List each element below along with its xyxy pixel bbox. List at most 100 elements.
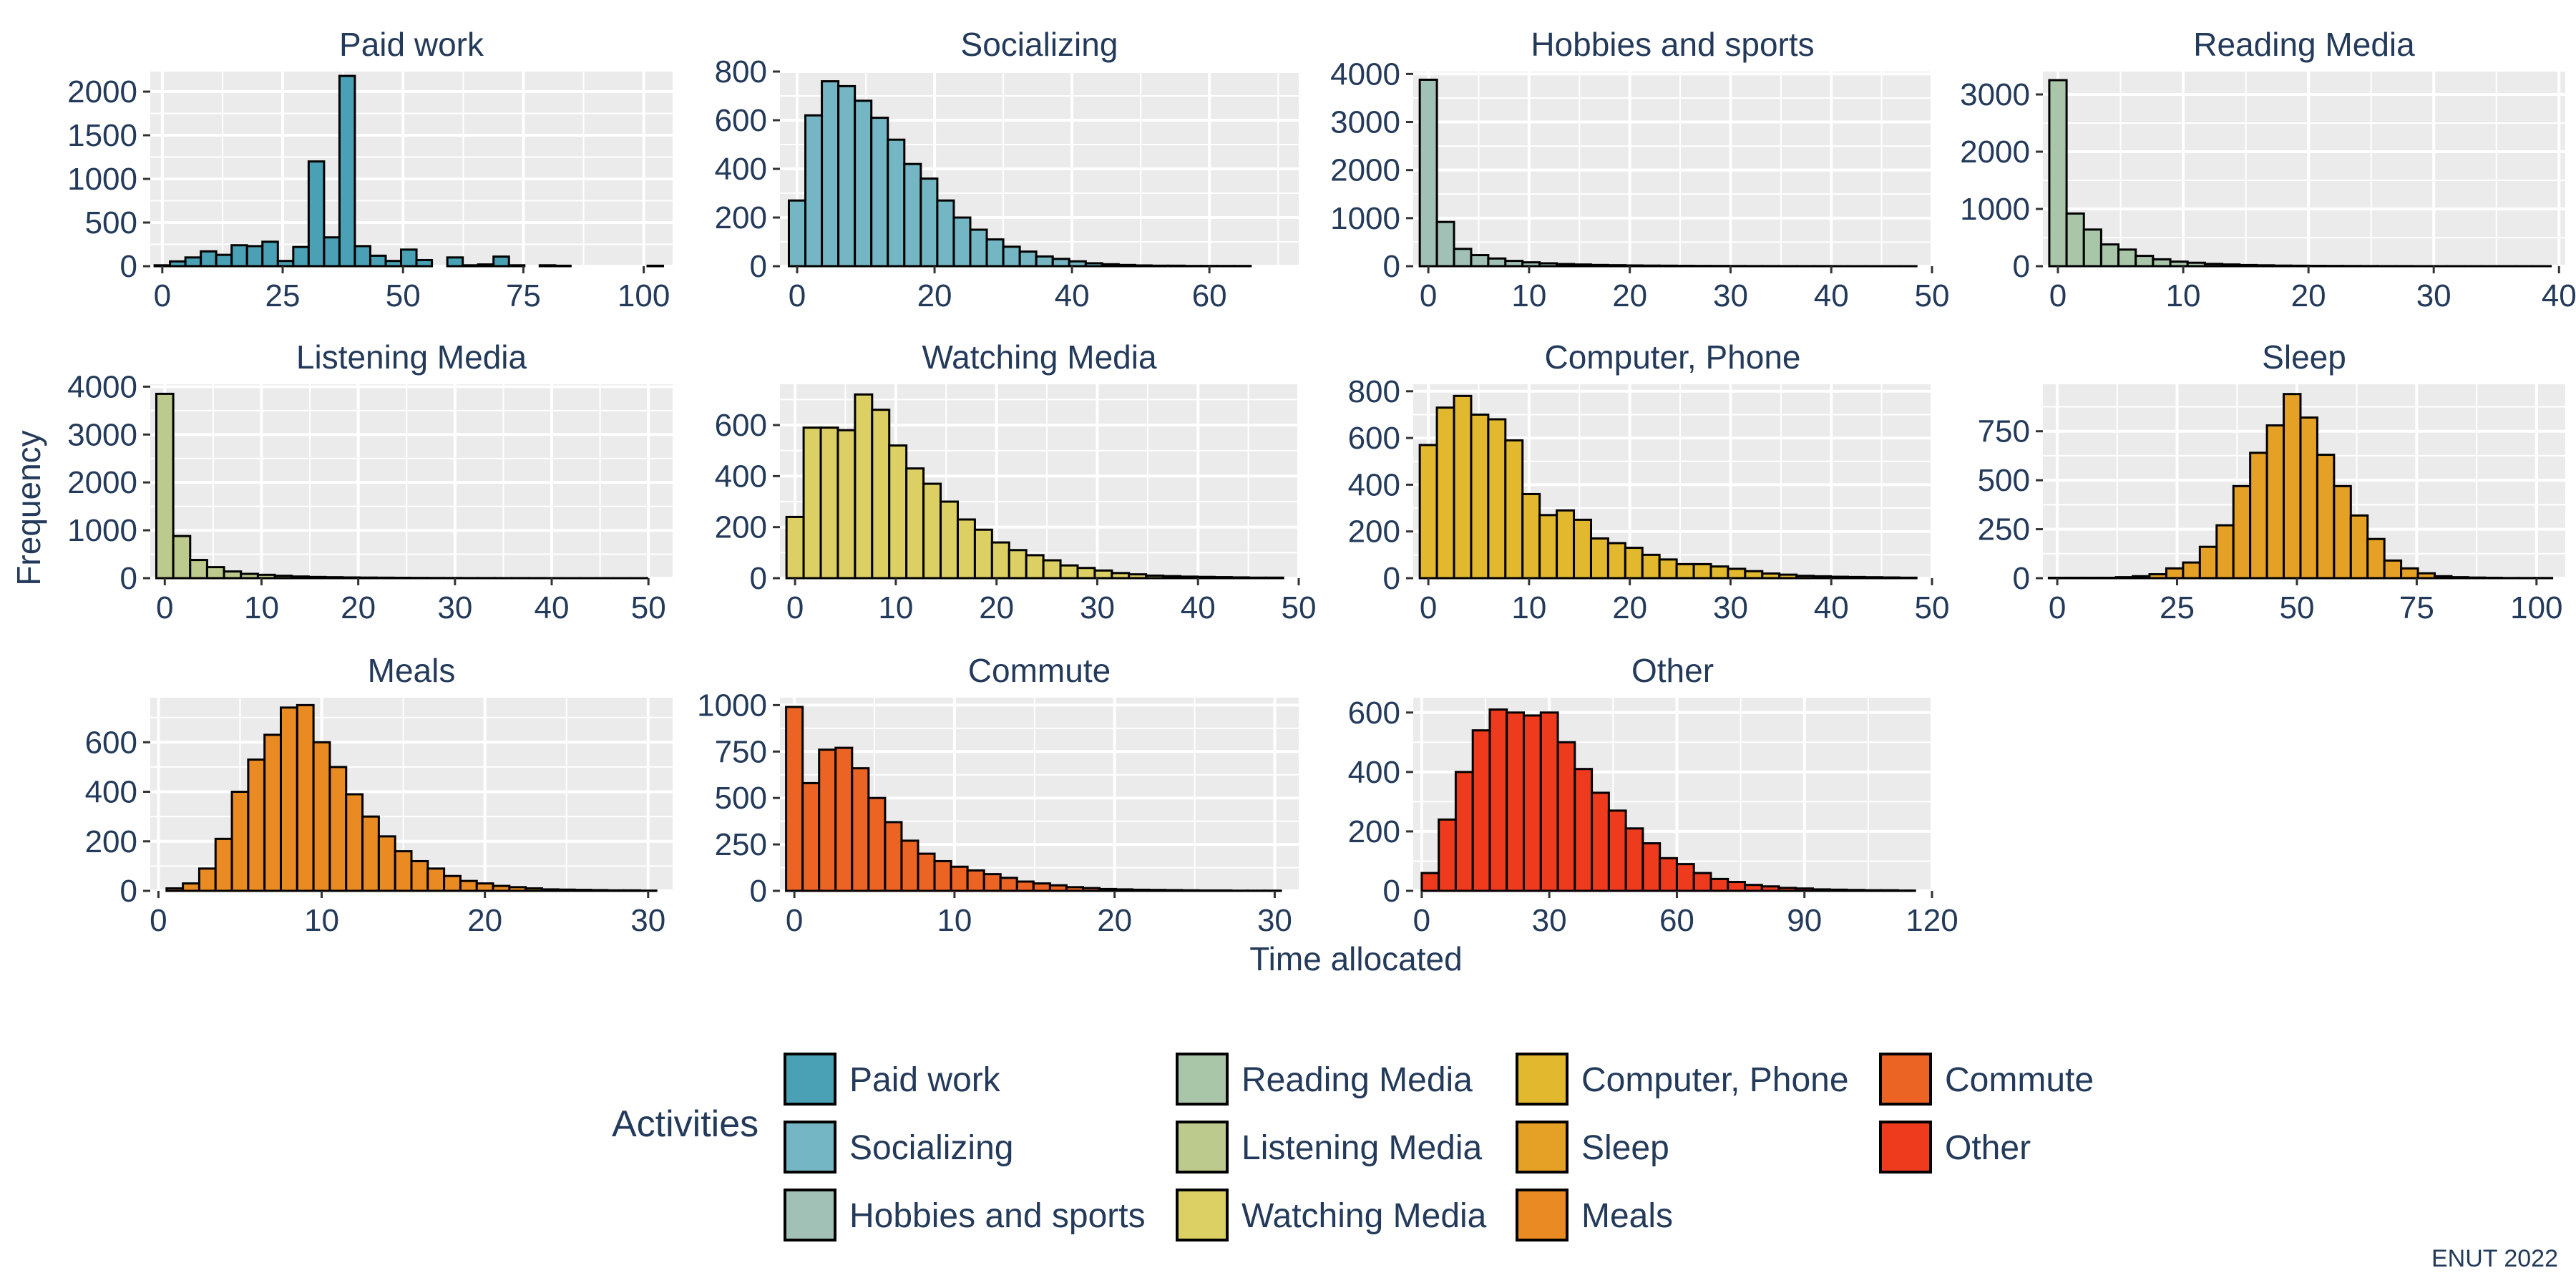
x-tick-label: 25 xyxy=(265,278,301,313)
x-tick-label: 0 xyxy=(786,903,803,938)
legend-item-sleep: Sleep xyxy=(1516,1121,1669,1174)
panel-title: Hobbies and sports xyxy=(1531,26,1814,63)
legend-swatch xyxy=(1176,1189,1229,1241)
x-tick-label: 0 xyxy=(1413,903,1430,938)
y-tick-label: 250 xyxy=(1978,512,2030,547)
x-tick-label: 30 xyxy=(1713,278,1748,313)
histogram-bar xyxy=(1845,889,1865,892)
histogram-bar xyxy=(801,781,821,892)
histogram-bar xyxy=(1015,880,1035,892)
legend-swatch xyxy=(1516,1053,1568,1106)
y-tick-label: 400 xyxy=(85,775,137,810)
histogram-bar xyxy=(1795,887,1815,892)
histogram-bar xyxy=(307,575,327,580)
legend-item-hobbies-and-sports: Hobbies and sports xyxy=(784,1189,1146,1241)
histogram-bar xyxy=(922,482,942,580)
legend-label: Listening Media xyxy=(1241,1129,1483,1167)
x-tick-label: 60 xyxy=(1192,278,1227,313)
x-tick-label: 0 xyxy=(2049,590,2066,625)
panel-background xyxy=(150,72,673,266)
x-tick-label: 25 xyxy=(2160,590,2195,625)
legend-swatch xyxy=(1879,1053,1932,1106)
y-tick-label: 400 xyxy=(1348,755,1400,790)
legend-swatch xyxy=(1176,1053,1229,1106)
x-tick-label: 30 xyxy=(437,590,472,625)
y-tick-label: 3000 xyxy=(67,417,137,452)
y-tick-label: 200 xyxy=(715,510,767,545)
y-tick-label: 0 xyxy=(1383,874,1400,909)
panel-title: Commute xyxy=(968,652,1111,689)
histogram-bar xyxy=(1589,537,1609,580)
histogram-bar xyxy=(933,859,952,892)
histogram-bar xyxy=(377,835,396,892)
histogram-bar xyxy=(1048,884,1068,892)
x-tick-label: 10 xyxy=(937,903,972,938)
histogram-bar xyxy=(1591,791,1610,892)
histogram-bar xyxy=(2255,264,2275,268)
histogram-bar xyxy=(1641,553,1661,580)
panel-title: Computer, Phone xyxy=(1544,338,1800,376)
histogram-bar xyxy=(554,264,572,268)
histogram-bar xyxy=(887,138,906,268)
histogram-bar xyxy=(1042,559,1062,580)
legend-swatch xyxy=(784,1053,836,1106)
histogram-bar xyxy=(2249,452,2268,580)
histogram-bar xyxy=(230,791,250,892)
histogram-bar xyxy=(462,264,479,268)
histogram-bar xyxy=(1008,549,1028,580)
histogram-bar xyxy=(392,576,411,580)
histogram-bar xyxy=(2221,263,2241,268)
y-tick-label: 2000 xyxy=(67,74,137,109)
histogram-bar xyxy=(1453,248,1473,268)
histogram-bar xyxy=(165,887,185,892)
histogram-bar xyxy=(1487,418,1507,580)
histogram-bar xyxy=(1487,257,1507,268)
histogram-bar xyxy=(785,706,804,892)
histogram-bar xyxy=(2290,264,2310,268)
y-tick-label: 500 xyxy=(715,781,767,816)
histogram-bar xyxy=(477,263,495,268)
histogram-bar xyxy=(1573,518,1592,580)
legend-swatch xyxy=(1516,1121,1568,1174)
y-tick-label: 2000 xyxy=(1960,135,2030,170)
histogram-bar xyxy=(1675,264,1695,268)
histogram-bar xyxy=(1506,711,1526,892)
histogram-bar xyxy=(2273,264,2293,268)
histogram-bar xyxy=(940,500,959,580)
legend-swatch xyxy=(1176,1121,1229,1174)
histogram-bar xyxy=(1059,564,1079,580)
histogram-bar xyxy=(261,240,279,268)
histogram-bar xyxy=(1167,264,1186,268)
histogram-bar xyxy=(1504,260,1524,268)
histogram-bar xyxy=(999,877,1018,892)
y-tick-label: 0 xyxy=(120,874,137,909)
legend-label: Commute xyxy=(1945,1061,2094,1099)
y-tick-label: 1500 xyxy=(67,118,137,153)
histogram-bar xyxy=(1420,872,1440,892)
histogram-bar xyxy=(1778,573,1798,580)
histogram-bar xyxy=(1863,576,1883,580)
y-tick-label: 1000 xyxy=(67,162,137,197)
histogram-bar xyxy=(1641,842,1662,892)
histogram-bar xyxy=(214,837,233,892)
legend-item-commute: Commute xyxy=(1879,1053,2094,1106)
histogram-bar xyxy=(867,796,887,892)
y-tick-label: 0 xyxy=(2013,561,2030,596)
panel-socializing: Socializing 0 200 400 600 800 0 20 40 60 xyxy=(715,26,1299,313)
legend-swatch xyxy=(1516,1189,1568,1241)
histogram-bar xyxy=(1128,573,1148,580)
histogram-bar xyxy=(2152,258,2172,268)
y-tick-label: 400 xyxy=(715,459,767,494)
histogram-bar xyxy=(2383,559,2403,580)
histogram-bar xyxy=(1197,889,1216,892)
histogram-bar xyxy=(871,409,891,580)
histogram-bar xyxy=(1880,889,1899,892)
x-tick-label: 30 xyxy=(1257,903,1292,938)
y-tick-label: 250 xyxy=(715,827,767,862)
histogram-bar xyxy=(276,260,295,268)
x-tick-label: 0 xyxy=(2049,278,2067,313)
x-tick-label: 20 xyxy=(467,903,502,938)
histogram-bar xyxy=(2333,484,2352,580)
panel-paid-work: Paid work 0 500 1000 1500 2000 0 25 50 75 100 xyxy=(67,26,673,313)
